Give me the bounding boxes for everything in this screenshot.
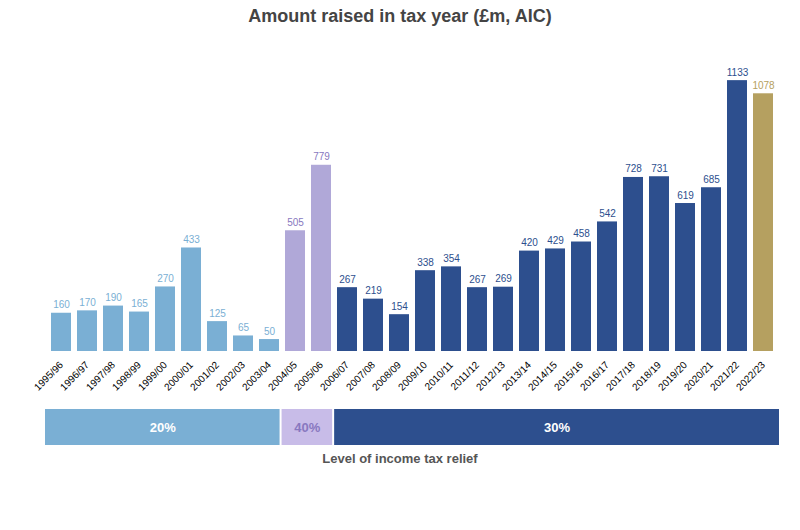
svg-text:458: 458 (573, 228, 590, 239)
svg-text:685: 685 (703, 174, 720, 185)
svg-text:20%: 20% (150, 420, 176, 435)
svg-text:50: 50 (264, 326, 276, 337)
html-text:Amount raised in tax year (£m,: Amount raised in tax year (£m, AIC) (248, 6, 552, 26)
svg-text:1133: 1133 (727, 67, 749, 78)
svg-text:728: 728 (625, 163, 642, 174)
svg-text:2000/01: 2000/01 (161, 359, 196, 393)
svg-text:1998/99: 1998/99 (109, 359, 144, 393)
svg-text:433: 433 (183, 234, 200, 245)
svg-text:2019/20: 2019/20 (655, 359, 690, 393)
svg-text:2012/13: 2012/13 (473, 359, 508, 393)
svg-text:420: 420 (521, 237, 538, 248)
svg-text:2005/06: 2005/06 (291, 359, 326, 393)
svg-text:65: 65 (238, 322, 250, 333)
svg-text:542: 542 (599, 208, 616, 219)
svg-text:2017/18: 2017/18 (603, 359, 638, 393)
svg-text:2013/14: 2013/14 (499, 359, 534, 393)
svg-text:267: 267 (339, 274, 356, 285)
svg-text:2021/22: 2021/22 (707, 359, 742, 393)
svg-text:779: 779 (313, 151, 330, 162)
svg-text:2010/11: 2010/11 (422, 359, 456, 392)
svg-text:170: 170 (79, 297, 96, 308)
svg-text:154: 154 (391, 301, 408, 312)
svg-text:354: 354 (443, 253, 460, 264)
svg-text:429: 429 (547, 235, 564, 246)
svg-text:2001/02: 2001/02 (187, 359, 222, 393)
svg-text:2009/10: 2009/10 (395, 359, 430, 393)
svg-text:125: 125 (209, 308, 226, 319)
svg-text:2006/07: 2006/07 (317, 359, 352, 393)
svg-text:190: 190 (105, 292, 122, 303)
svg-text:2014/15: 2014/15 (525, 359, 560, 393)
svg-text:338: 338 (417, 257, 434, 268)
svg-text:30%: 30% (544, 420, 570, 435)
svg-text:2018/19: 2018/19 (629, 359, 664, 393)
svg-text:2016/17: 2016/17 (577, 359, 612, 393)
svg-text:40%: 40% (294, 420, 320, 435)
svg-text:1995/96: 1995/96 (31, 359, 66, 393)
svg-text:1997/98: 1997/98 (83, 359, 118, 393)
svg-text:505: 505 (287, 217, 304, 228)
html-text:Level of income tax relief: Level of income tax relief (322, 451, 478, 466)
svg-text:2022/23: 2022/23 (734, 359, 768, 393)
svg-text:2004/05: 2004/05 (265, 359, 300, 393)
svg-text:2008/09: 2008/09 (369, 359, 404, 393)
svg-text:2020/21: 2020/21 (681, 359, 716, 393)
svg-text:2002/03: 2002/03 (213, 359, 248, 393)
svg-text:1078: 1078 (752, 80, 775, 91)
svg-text:267: 267 (469, 274, 486, 285)
svg-text:2015/16: 2015/16 (551, 359, 586, 393)
svg-text:160: 160 (53, 299, 70, 310)
svg-text:270: 270 (157, 273, 174, 284)
svg-text:2003/04: 2003/04 (239, 359, 274, 393)
svg-text:1996/97: 1996/97 (57, 359, 92, 393)
svg-text:731: 731 (651, 163, 668, 174)
svg-text:269: 269 (495, 273, 512, 284)
svg-text:2007/08: 2007/08 (343, 359, 378, 393)
svg-text:1999/00: 1999/00 (135, 359, 170, 393)
svg-text:2011/12: 2011/12 (448, 359, 482, 392)
svg-text:619: 619 (677, 190, 694, 201)
svg-text:165: 165 (131, 298, 148, 309)
svg-text:219: 219 (365, 285, 382, 296)
